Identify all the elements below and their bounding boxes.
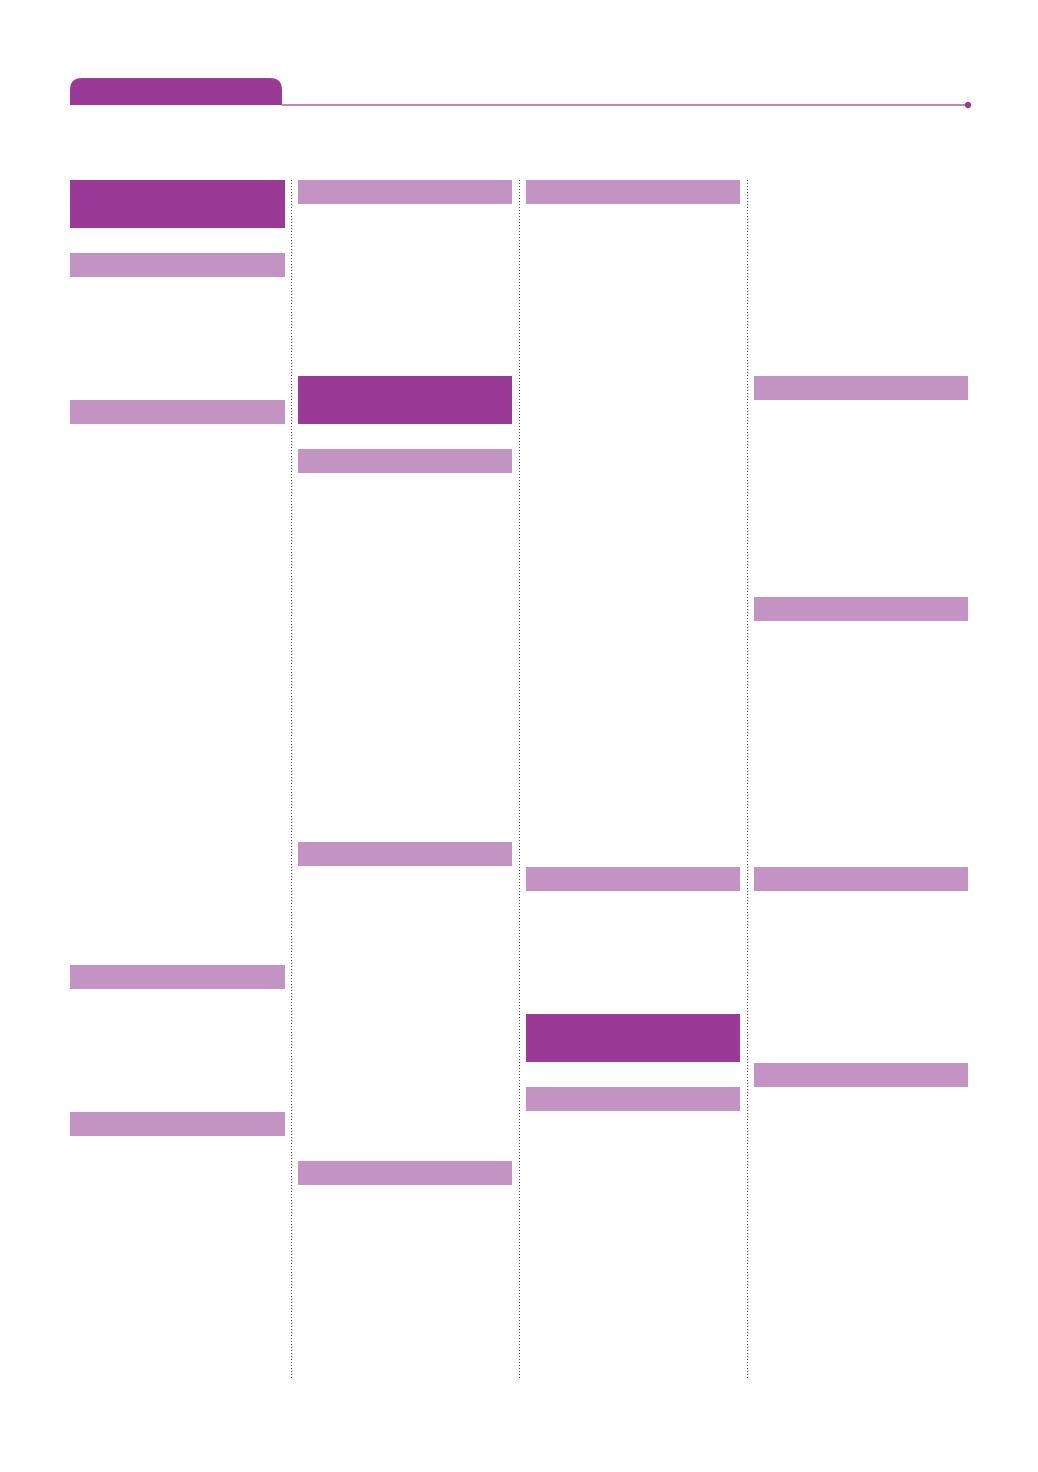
header-rule-end <box>964 101 972 109</box>
subheading-bar <box>526 180 740 204</box>
subheading-bar <box>298 449 512 473</box>
subheading-bar <box>70 253 285 277</box>
subheading-bar <box>70 965 285 989</box>
section-heading <box>298 376 512 424</box>
subheading-bar <box>70 400 285 424</box>
subheading-bar <box>754 376 968 400</box>
subheading-bar <box>298 842 512 866</box>
section-heading <box>526 1014 740 1062</box>
subheading-bar <box>754 1063 968 1087</box>
subheading-bar <box>70 1112 285 1136</box>
header-tab <box>70 78 282 105</box>
subheading-bar <box>298 1161 512 1185</box>
subheading-bar <box>754 867 968 891</box>
subheading-bar <box>526 1087 740 1111</box>
subheading-bar <box>298 180 512 204</box>
subheading-bar <box>526 867 740 891</box>
section-heading <box>70 180 285 228</box>
subheading-bar <box>754 597 968 621</box>
